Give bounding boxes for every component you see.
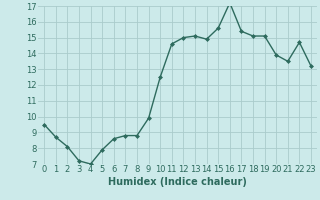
- X-axis label: Humidex (Indice chaleur): Humidex (Indice chaleur): [108, 177, 247, 187]
